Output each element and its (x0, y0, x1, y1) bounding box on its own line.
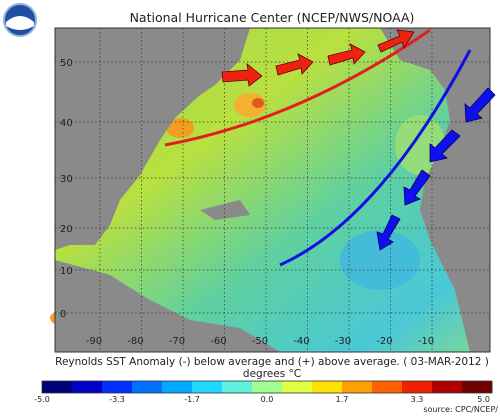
colorbar-tick-label: -1.7 (184, 395, 200, 404)
lat-label: 20 (60, 224, 73, 235)
colorbar-swatch (132, 381, 163, 393)
lat-label: 10 (60, 266, 73, 277)
land (55, 28, 490, 352)
colorbar-tick-label: -5.0 (34, 395, 50, 404)
red-curve (164, 28, 431, 147)
colorbar-swatch (432, 381, 463, 393)
colorbar-swatch (462, 381, 493, 393)
colorbar-swatch (402, 381, 433, 393)
lon-label: -30 (335, 336, 351, 347)
colorbar-frame (41, 380, 493, 394)
coordinate-labels: 50 40 30 20 10 0 -90 -80 -70 -60 -50 -40 -30 -20 -10 (60, 58, 434, 347)
lat-label: 50 (60, 58, 73, 69)
colorbar-swatch (42, 381, 73, 393)
colorbar-swatch (72, 381, 103, 393)
colorbar-swatch (252, 381, 283, 393)
units: degrees °C (243, 368, 301, 380)
lat-label: 40 (60, 118, 73, 129)
map-title: National Hurricane Center (NCEP/NWS/NOAA… (130, 10, 415, 25)
colorbar-swatch (342, 381, 373, 393)
lon-label: -80 (127, 336, 143, 347)
colorbar-swatch (222, 381, 253, 393)
red-arrows (221, 29, 415, 87)
lat-label: 0 (60, 309, 66, 320)
blue-curve (279, 49, 472, 267)
noaa-logo (3, 3, 37, 37)
colorbar-tick-label: 5.0 (477, 395, 490, 404)
lat-label: 30 (60, 174, 73, 185)
colorbar-swatch (282, 381, 313, 393)
source: source: CPC/NCEP/ (423, 405, 498, 414)
colorbar-tick-label: 1.7 (336, 395, 349, 404)
colorbar-swatch (372, 381, 403, 393)
colorbar-tick-label: -3.3 (109, 395, 125, 404)
colorbar-tick-label: 3.3 (411, 395, 424, 404)
lon-label: -90 (86, 336, 102, 347)
lon-label: -70 (169, 336, 185, 347)
colorbar-tick-label: 0.0 (261, 395, 274, 404)
lon-label: -10 (418, 336, 434, 347)
colorbar-swatch (312, 381, 343, 393)
lon-label: -60 (210, 336, 226, 347)
colorbar-swatch (192, 381, 223, 393)
colorbar-swatch (162, 381, 193, 393)
graticule (55, 28, 490, 352)
lon-label: -50 (252, 336, 268, 347)
lon-label: -40 (293, 336, 309, 347)
lon-label: -20 (376, 336, 392, 347)
map-area (50, 27, 496, 353)
colorbar: -5.0 -3.3 -1.7 0.0 1.7 3.3 5.0 (34, 380, 493, 404)
blue-arrows (376, 87, 496, 251)
colorbar-swatch (102, 381, 133, 393)
caption: Reynolds SST Anomaly (-) below average a… (55, 356, 489, 368)
